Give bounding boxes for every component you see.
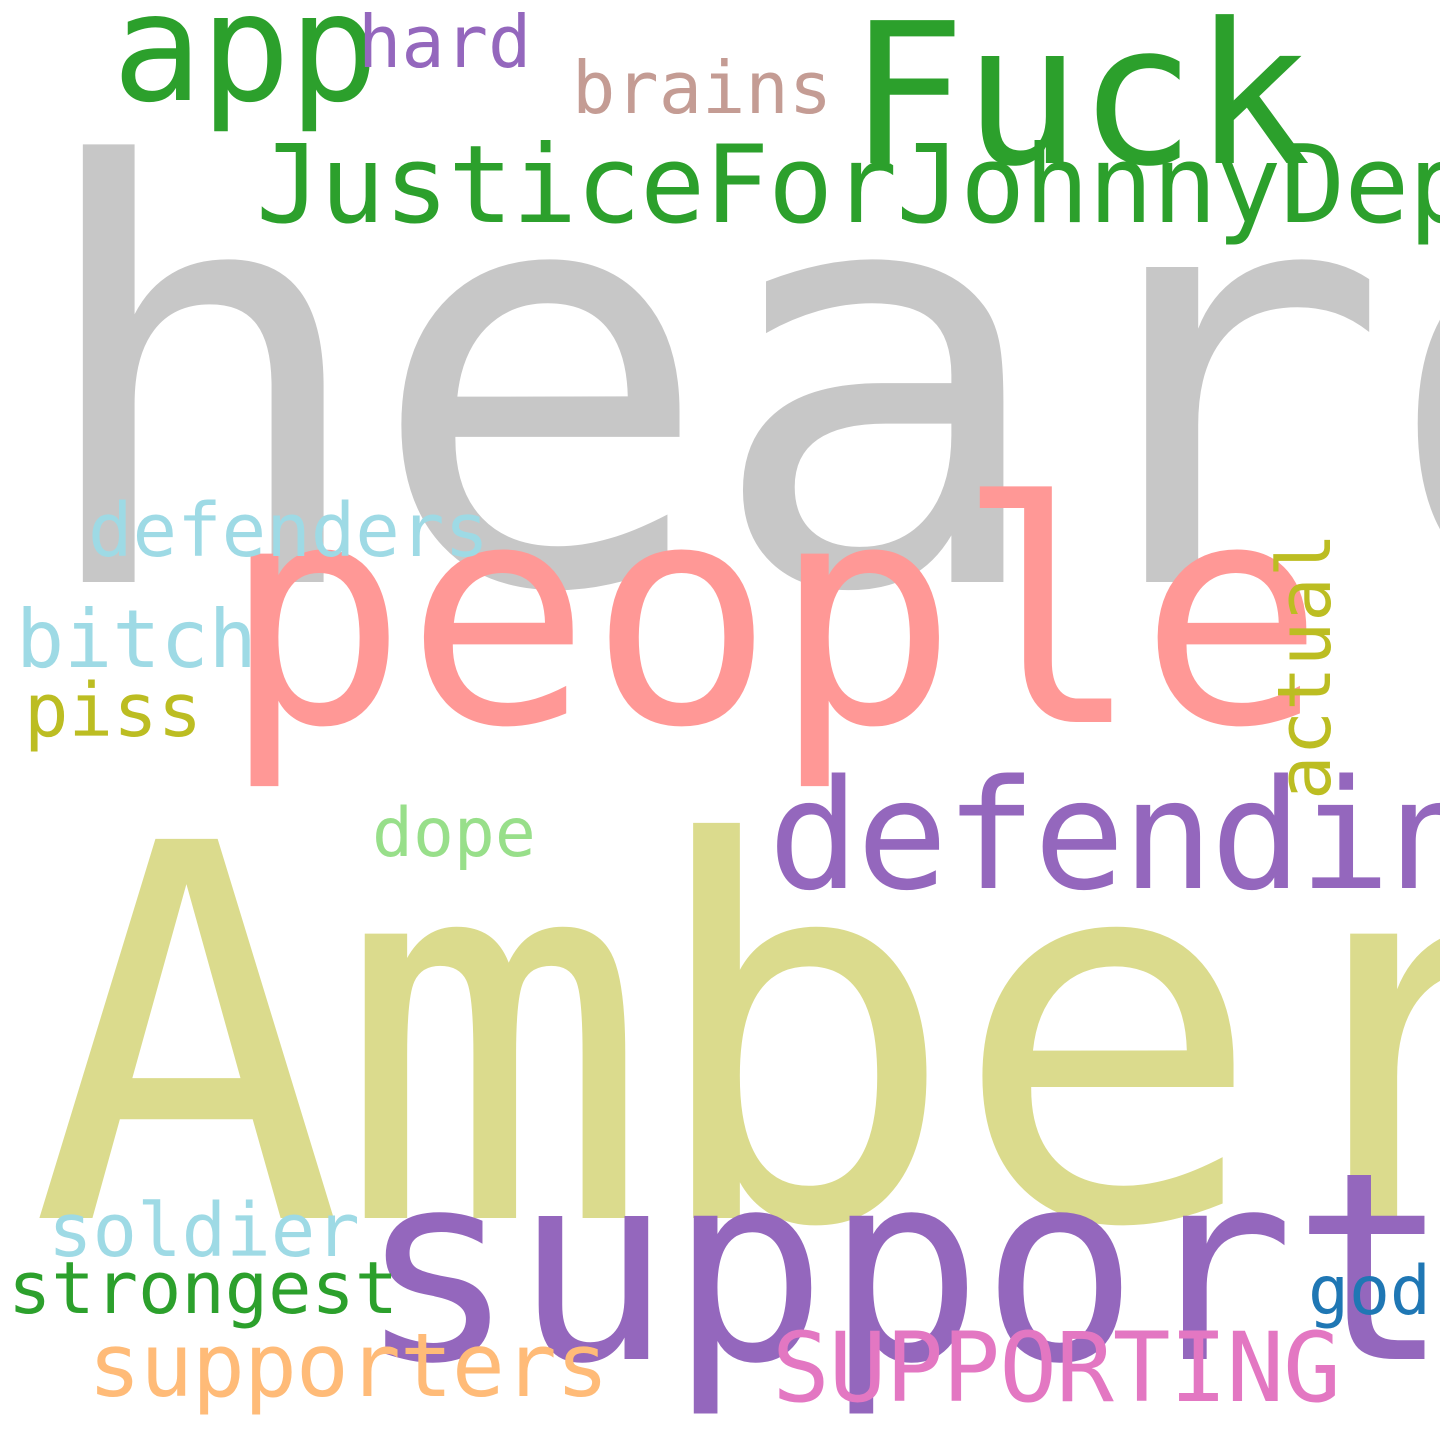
word-bitch: bitch bbox=[16, 593, 257, 686]
word-heard: heard bbox=[28, 47, 1440, 718]
word-actual: actual bbox=[1262, 532, 1348, 800]
word-app: app bbox=[112, 0, 379, 136]
word-people: people bbox=[222, 436, 1325, 795]
word-supporters: supporters bbox=[88, 1314, 609, 1417]
word-supporting: SUPPORTING bbox=[772, 1312, 1341, 1424]
word-hard: hard bbox=[358, 0, 532, 84]
word-amber: Amber bbox=[30, 735, 1440, 1341]
word-strongest: strongest bbox=[8, 1246, 399, 1330]
word-dope: dope bbox=[372, 794, 536, 873]
word-god: god bbox=[1308, 1252, 1431, 1331]
word-soldier: soldier bbox=[48, 1188, 360, 1274]
word-brains: brains bbox=[572, 46, 833, 130]
word-fuck: Fuck bbox=[848, 0, 1311, 210]
word-support: support bbox=[358, 1116, 1440, 1421]
word-justicefor-johnny-depp: JusticeForJohnnyDepp bbox=[256, 123, 1440, 248]
word-defending: defending bbox=[768, 747, 1440, 924]
word-piss: piss bbox=[24, 668, 203, 754]
word-defenders: defenders bbox=[88, 488, 489, 574]
